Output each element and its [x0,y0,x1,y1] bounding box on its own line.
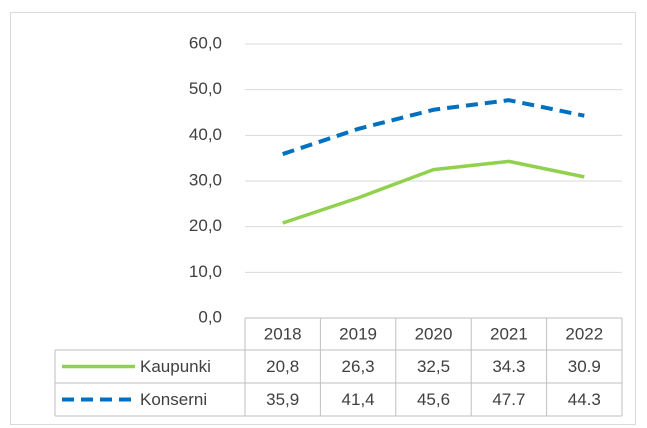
legend-label: Kaupunki [140,357,211,376]
y-tick-label: 40,0 [189,125,222,144]
y-tick-label: 50,0 [189,79,222,98]
table-value: 26,3 [342,357,375,376]
line-series [282,159,585,225]
table-value: 47.7 [492,390,525,409]
y-tick-label: 20,0 [189,216,222,235]
y-tick-label: 30,0 [189,170,222,189]
chart-border [10,12,636,425]
table-value: 20,8 [266,357,299,376]
table-value: 45,6 [417,390,450,409]
x-tick-label: 2020 [415,324,453,343]
y-tick-label: 0,0 [198,307,222,326]
x-tick-label: 2018 [264,324,302,343]
legend-label: Konserni [140,390,207,409]
table-value: 30.9 [568,357,601,376]
table-value: 32,5 [417,357,450,376]
table-value: 41,4 [342,390,375,409]
y-tick-label: 10,0 [189,262,222,281]
table-value: 34.3 [492,357,525,376]
x-tick-label: 2021 [490,324,528,343]
x-tick-label: 2022 [565,324,603,343]
table-value: 35,9 [266,390,299,409]
line-series [282,98,585,156]
x-tick-label: 2019 [339,324,377,343]
y-tick-label: 60,0 [189,33,222,52]
table-value: 44.3 [568,390,601,409]
